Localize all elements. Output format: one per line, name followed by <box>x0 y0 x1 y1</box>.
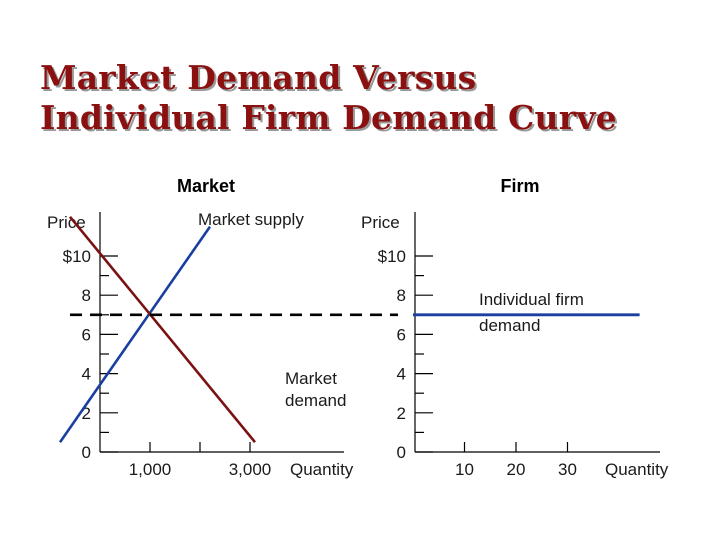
market-demand-label-line-1: Market <box>285 369 337 388</box>
market-supply-label: Market supply <box>198 210 304 229</box>
market-y-tick-label: 6 <box>82 325 91 344</box>
market-demand-label-line-2: demand <box>285 391 346 410</box>
title-line-2: Individual Firm Demand Curve <box>40 98 617 137</box>
market-y-tick-label: 4 <box>82 365 91 384</box>
market-series-market-demand <box>68 215 257 444</box>
firm-y-tick-label: 8 <box>397 286 406 305</box>
firm-x-tick-label: 20 <box>507 460 526 479</box>
market-y-tick-label: $10 <box>63 247 91 266</box>
market-y-tick-label: 2 <box>82 404 91 423</box>
firm-panel-title: Firm <box>500 176 539 196</box>
title-line-1: Market Demand Versus <box>40 58 477 97</box>
market-panel-title: Market <box>177 176 235 196</box>
market-y-axis-label: Price <box>47 213 86 232</box>
firm-y-tick-label: $10 <box>378 247 406 266</box>
firm-x-axis-label: Quantity <box>605 460 669 479</box>
firm-x-tick-label: 10 <box>455 460 474 479</box>
market-x-axis-label: Quantity <box>290 460 354 479</box>
market-x-tick-label: 3,000 <box>229 460 272 479</box>
firm-x-tick-label: 30 <box>558 460 577 479</box>
firm-y-tick-label: 6 <box>397 325 406 344</box>
market-series-market-supply <box>58 225 212 443</box>
firm-y-tick-label: 2 <box>397 404 406 423</box>
market-x-tick-label: 1,000 <box>129 460 172 479</box>
page-title: Market Demand Versus Individual Firm Dem… <box>40 58 617 138</box>
firm-y-axis-label: Price <box>361 213 400 232</box>
firm-demand-label-line-2: demand <box>479 316 540 335</box>
firm-y-tick-label: 4 <box>397 365 406 384</box>
firm-y-tick-label: 0 <box>397 443 406 462</box>
market-y-tick-label: 0 <box>82 443 91 462</box>
market-y-tick-label: 8 <box>82 286 91 305</box>
firm-demand-label-line-1: Individual firm <box>479 290 584 309</box>
